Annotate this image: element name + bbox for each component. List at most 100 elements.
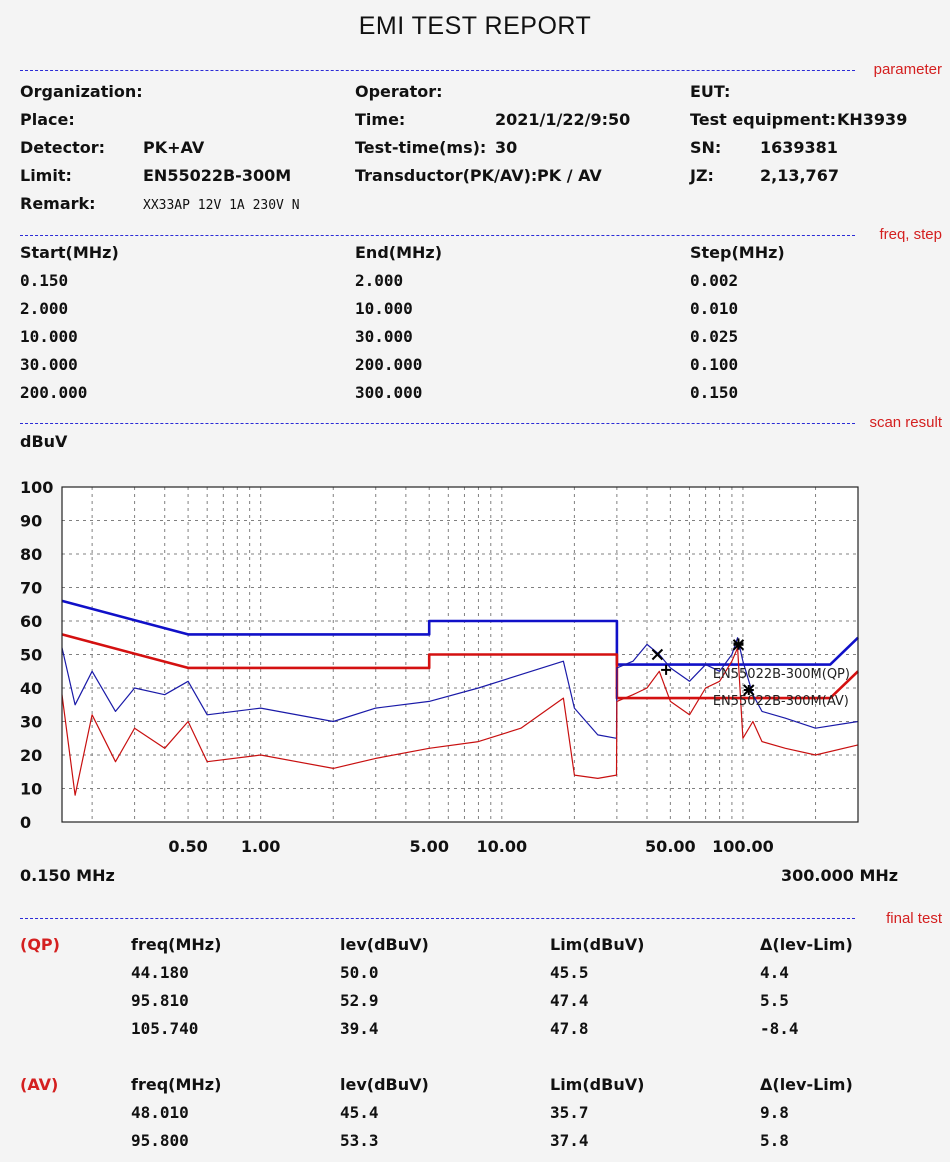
- qp-cell: 52.9: [340, 991, 379, 1010]
- equipment-value: KH3939: [837, 110, 908, 129]
- qp-cell: 4.4: [760, 963, 789, 982]
- y-tick-label: 30: [20, 713, 42, 732]
- jz-value: 2,13,767: [760, 166, 839, 185]
- time-value: 2021/1/22/9:50: [495, 110, 631, 129]
- qp-header-lev: lev(dBuV): [340, 935, 429, 954]
- limit-annotation: EN55022B-300M(AV): [713, 694, 849, 709]
- qp-cell: 45.5: [550, 963, 589, 982]
- plot-border: [61, 486, 859, 823]
- freq-cell: 200.000: [355, 355, 423, 374]
- av-cell: 45.4: [340, 1103, 379, 1122]
- remark-value: XX33AP 12V 1A 230V N: [143, 198, 300, 213]
- qp-cell: 47.4: [550, 991, 589, 1010]
- qp-cell: 47.8: [550, 1019, 589, 1038]
- x-start-label: 0.150 MHz: [20, 866, 115, 885]
- x-tick-label: 10.00: [477, 837, 528, 856]
- step-header: Step(MHz): [690, 243, 785, 262]
- av-header-freq: freq(MHz): [131, 1075, 222, 1094]
- av-cell: 35.7: [550, 1103, 589, 1122]
- freq-cell: 300.000: [355, 383, 423, 402]
- freq-cell: 10.000: [20, 327, 78, 346]
- qp-cell: 5.5: [760, 991, 789, 1010]
- freq-cell: 0.100: [690, 355, 739, 374]
- y-tick-label: 70: [20, 579, 42, 598]
- transductor-label: Transductor(PK/AV):: [355, 166, 538, 185]
- av-cell: 95.800: [131, 1131, 189, 1150]
- x-tick-label: 1.00: [241, 837, 280, 856]
- av-header-lev: lev(dBuV): [340, 1075, 429, 1094]
- av-header-lim: Lim(dBuV): [550, 1075, 645, 1094]
- y-tick-label: 90: [20, 512, 42, 531]
- parameter-separator: [20, 70, 855, 71]
- time-label: Time:: [355, 110, 406, 129]
- start-header: Start(MHz): [20, 243, 119, 262]
- x-tick-label: 0.50: [168, 837, 207, 856]
- av-header-delta: Δ(lev-Lim): [760, 1075, 853, 1094]
- sn-value: 1639381: [760, 138, 838, 157]
- final-test-separator: [20, 918, 855, 919]
- freq-cell: 2.000: [355, 271, 404, 290]
- equipment-label: Test equipment:: [690, 110, 836, 129]
- y-tick-label: 50: [20, 646, 42, 665]
- peak-marker-av: [733, 638, 744, 649]
- y-tick-label: 40: [20, 679, 42, 698]
- qp-header-delta: Δ(lev-Lim): [760, 935, 853, 954]
- limit-label: Limit:: [20, 166, 72, 185]
- freq-cell: 200.000: [20, 383, 88, 402]
- end-header: End(MHz): [355, 243, 443, 262]
- y-tick-label: 100: [20, 478, 53, 497]
- sn-label: SN:: [690, 138, 722, 157]
- limit-annotation: EN55022B-300M(QP): [713, 667, 850, 682]
- qp-cell: 95.810: [131, 991, 189, 1010]
- qp-cell: 105.740: [131, 1019, 199, 1038]
- emi-scan-chart: 0 10 20 30 40 50 60 70 80 90 100 0.50 1.00 5.00 10.00 5…: [20, 478, 859, 856]
- av-cell: 37.4: [550, 1131, 589, 1150]
- qp-header-lim: Lim(dBuV): [550, 935, 645, 954]
- x-tick-label: 50.00: [645, 837, 696, 856]
- qp-cell: 50.0: [340, 963, 379, 982]
- place-label: Place:: [20, 110, 75, 129]
- av-scan-line: [61, 647, 859, 796]
- av-cell: 48.010: [131, 1103, 189, 1122]
- detector-label: Detector:: [20, 138, 106, 157]
- y-axis-unit-label: dBuV: [20, 432, 68, 451]
- parameter-section-label: parameter: [873, 61, 942, 78]
- report-title: EMI TEST REPORT: [358, 12, 592, 40]
- av-cell: 5.8: [760, 1131, 789, 1150]
- jz-label: JZ:: [690, 166, 714, 185]
- freq-cell: 0.150: [20, 271, 69, 290]
- operator-label: Operator:: [355, 82, 443, 101]
- y-tick-label: 80: [20, 545, 42, 564]
- scan-result-separator: [20, 423, 855, 424]
- y-tick-label: 10: [20, 780, 42, 799]
- freq-cell: 30.000: [20, 355, 78, 374]
- freq-step-separator: [20, 235, 855, 236]
- test-time-value: 30: [495, 138, 518, 157]
- limit-value: EN55022B-300M: [143, 166, 292, 185]
- freq-cell: 0.025: [690, 327, 739, 346]
- av-label: (AV): [20, 1075, 59, 1094]
- qp-header-freq: freq(MHz): [131, 935, 222, 954]
- peak-marker-qp: [651, 648, 664, 661]
- av-cell: 9.8: [760, 1103, 789, 1122]
- detector-value: PK+AV: [143, 138, 205, 157]
- qp-cell: -8.4: [760, 1019, 799, 1038]
- test-time-label: Test-time(ms):: [355, 138, 487, 157]
- organization-label: Organization:: [20, 82, 143, 101]
- x-end-label: 300.000 MHz: [781, 866, 899, 885]
- freq-cell: 10.000: [355, 299, 413, 318]
- final-test-section-label: final test: [886, 910, 942, 927]
- y-tick-label: 0: [20, 813, 31, 832]
- y-tick-label: 60: [20, 612, 42, 631]
- pk-scan-line: [61, 637, 859, 739]
- av-cell: 53.3: [340, 1131, 379, 1150]
- freq-cell: 0.010: [690, 299, 739, 318]
- freq-cell: 0.002: [690, 271, 739, 290]
- eut-label: EUT:: [690, 82, 731, 101]
- freq-cell: 0.150: [690, 383, 739, 402]
- scan-result-section-label: scan result: [869, 414, 942, 431]
- y-tick-label: 20: [20, 746, 42, 765]
- peak-marker-qp: [743, 684, 755, 696]
- freq-cell: 30.000: [355, 327, 413, 346]
- x-tick-label: 100.00: [712, 837, 774, 856]
